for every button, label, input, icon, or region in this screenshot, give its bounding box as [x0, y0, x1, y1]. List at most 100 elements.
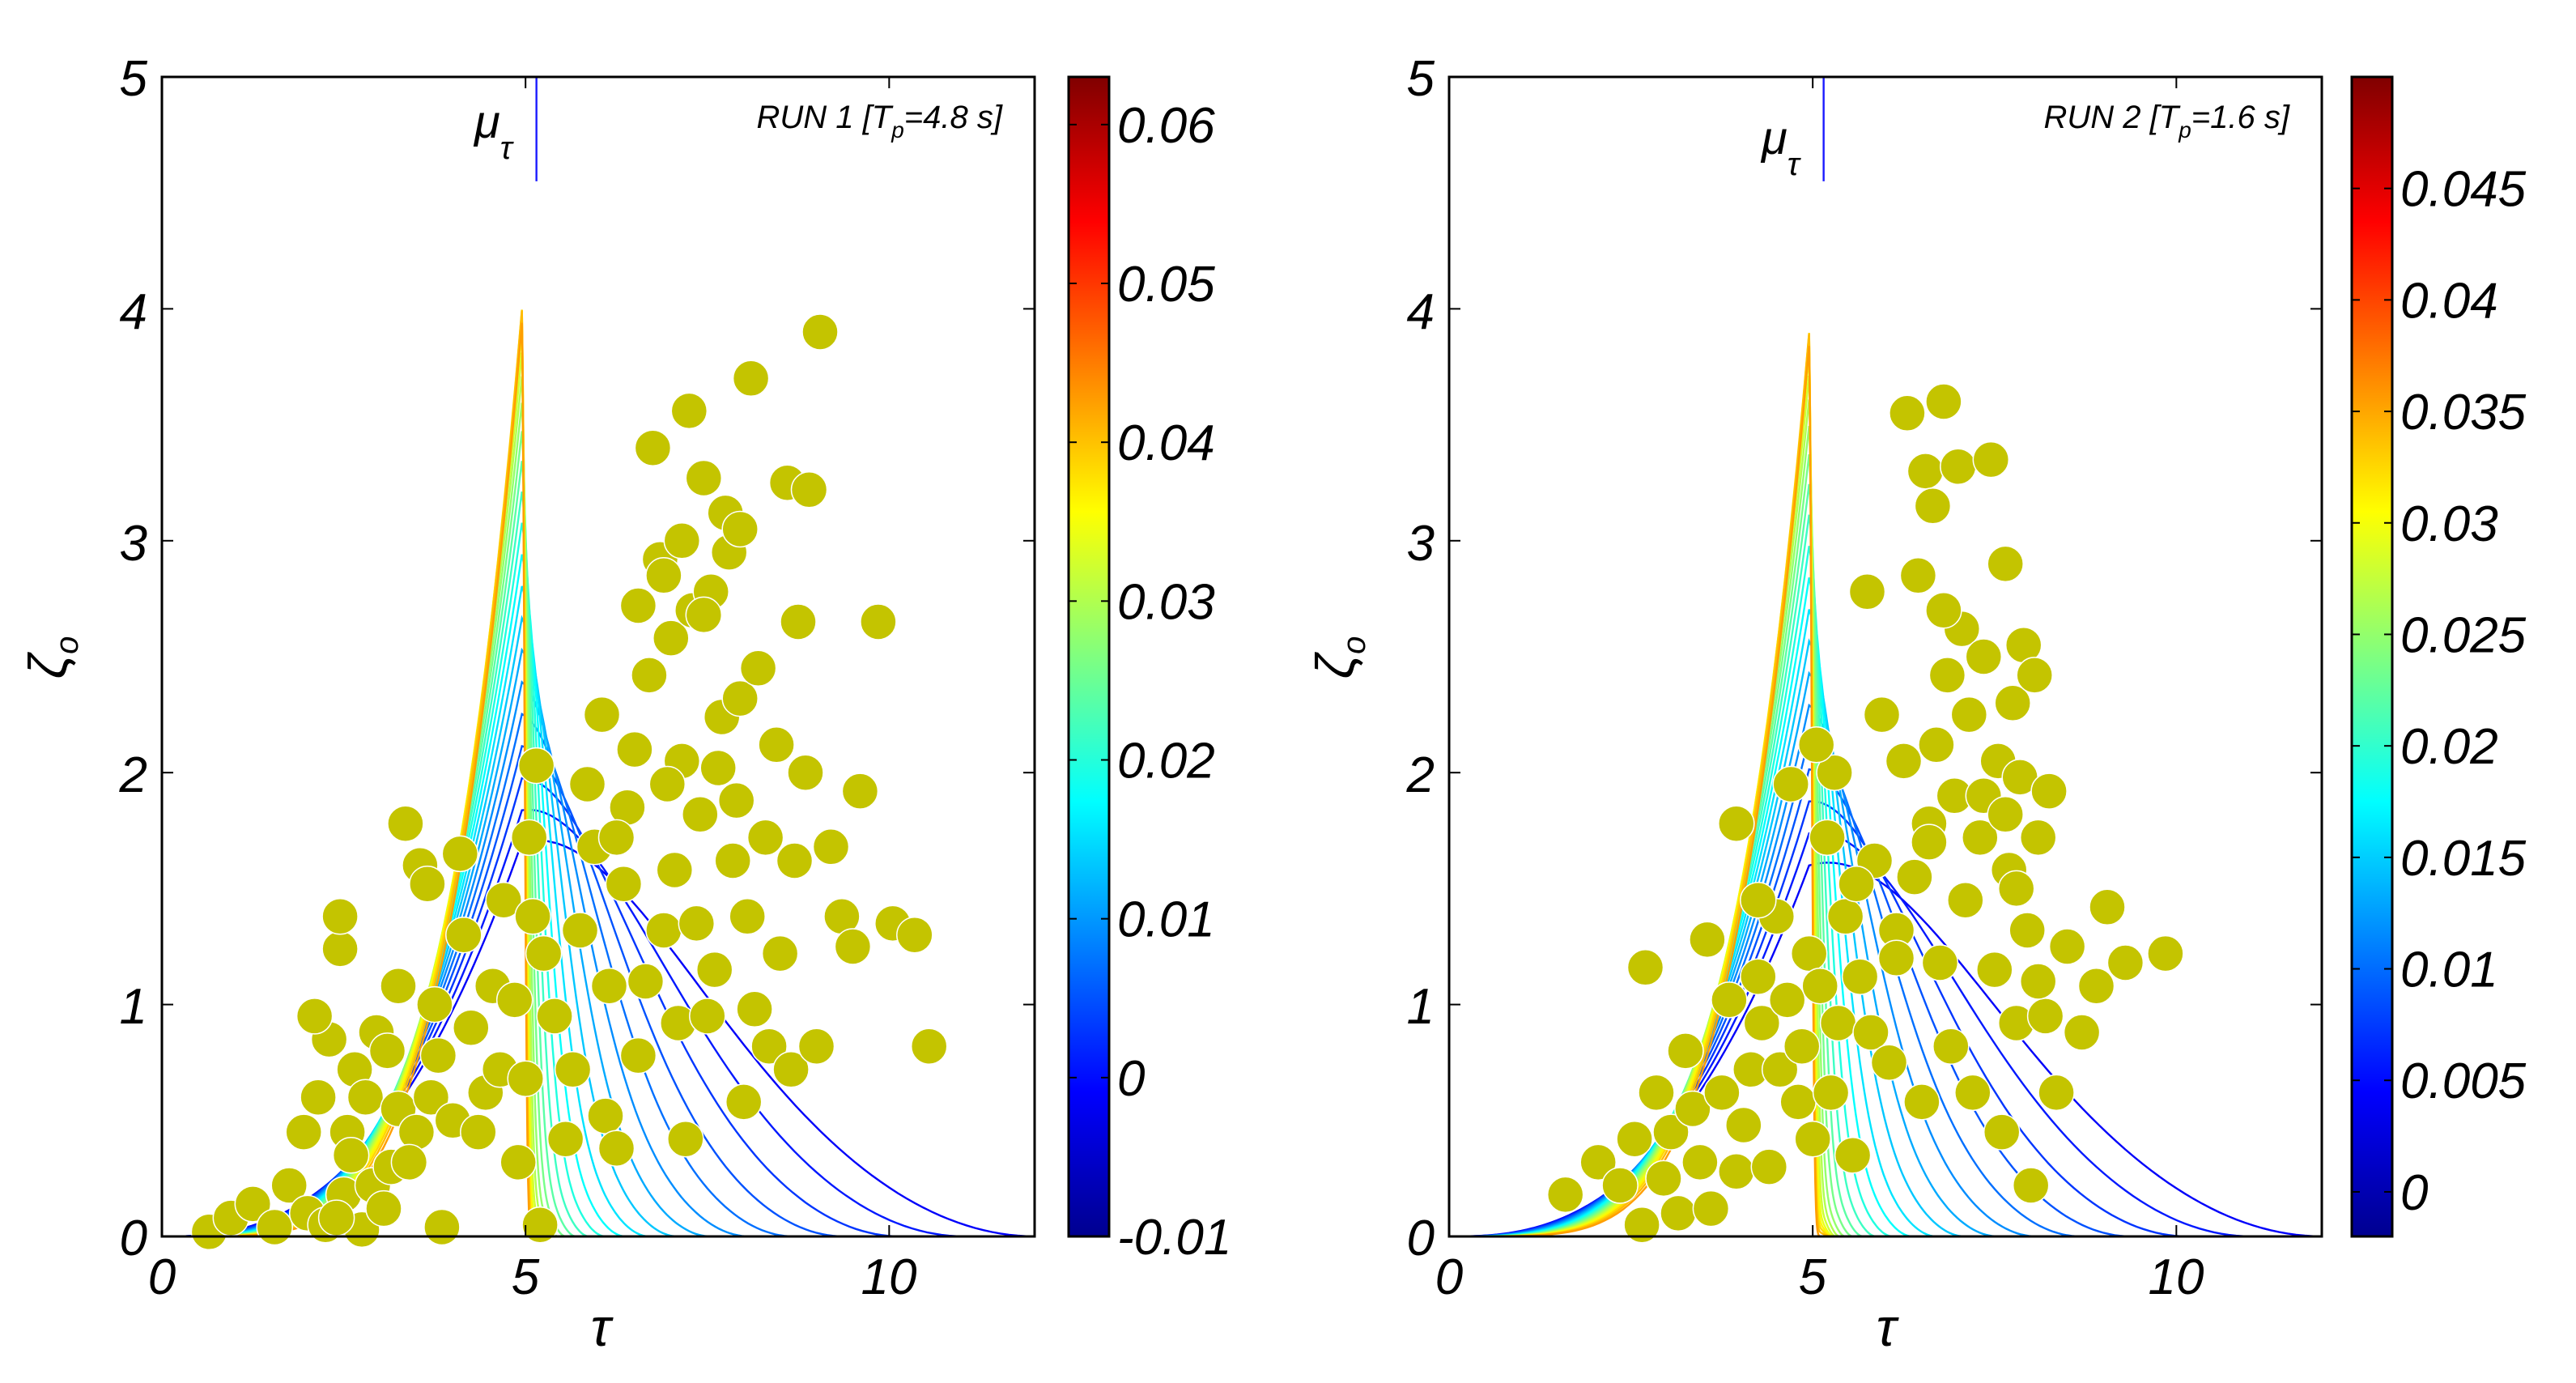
run-bracket: [: [2141, 100, 2162, 135]
colorbar-tick-label: 0.02: [1117, 734, 1215, 789]
data-point: [1616, 1120, 1653, 1158]
data-point: [1718, 805, 1755, 842]
data-point: [510, 819, 548, 857]
data-point: [1740, 881, 1777, 919]
data-point: [689, 998, 726, 1035]
data-point: [416, 985, 453, 1023]
data-point: [2048, 928, 2086, 965]
data-point: [1987, 545, 2024, 583]
data-point: [597, 1130, 635, 1167]
data-point: [1812, 1074, 1850, 1112]
data-point: [656, 851, 694, 889]
colorbar-tick-label: 0.02: [2400, 719, 2498, 775]
data-point: [772, 1051, 810, 1088]
data-point: [2038, 1074, 2075, 1112]
data-point: [780, 603, 817, 640]
data-point: [2030, 772, 2068, 810]
data-point: [1711, 981, 1748, 1019]
data-point: [739, 649, 777, 687]
colorbar-tick-label: 0.04: [1117, 415, 1215, 471]
data-point: [761, 934, 799, 972]
data-point: [1740, 958, 1777, 995]
mu-symbol: μ: [1760, 112, 1787, 164]
data-point: [653, 619, 690, 657]
data-point: [645, 912, 682, 949]
data-point: [1918, 726, 1955, 764]
data-point: [645, 557, 682, 594]
data-point: [717, 781, 755, 819]
data-point: [2106, 944, 2145, 981]
plot-frame: [1447, 75, 2323, 1238]
data-point: [896, 916, 933, 954]
run-period-value: =4.8 s]: [904, 100, 1003, 135]
colorbar-tick-label: 0.035: [2400, 385, 2527, 440]
mu-subscript: τ: [1787, 147, 1802, 182]
data-point: [2063, 1014, 2101, 1051]
data-point: [1848, 573, 1886, 611]
data-point: [619, 1036, 657, 1074]
data-point: [2016, 657, 2053, 694]
data-point: [1660, 1194, 1697, 1232]
data-point: [1772, 765, 1809, 803]
data-point: [525, 934, 563, 972]
data-point: [1834, 1137, 1872, 1174]
data-point: [1962, 819, 1999, 857]
y-axis-subscript: o: [1337, 636, 1372, 654]
data-point: [485, 881, 522, 919]
run-period-subscript: p: [891, 117, 904, 143]
y-tick-label: 4: [120, 284, 147, 340]
data-point: [1689, 921, 1726, 959]
data-point: [554, 1051, 592, 1088]
data-point: [1667, 1032, 1704, 1070]
data-point: [841, 772, 879, 810]
axis-ticks: [161, 76, 1035, 1237]
contour-line: [1449, 375, 1836, 1238]
data-point: [750, 1028, 788, 1065]
data-point: [1947, 881, 1984, 919]
run-period-subscript: p: [2178, 117, 2191, 143]
data-point: [365, 1189, 402, 1228]
data-point: [631, 657, 668, 694]
data-point: [1809, 819, 1846, 857]
data-point: [346, 1079, 385, 1116]
run-name: RUN 2: [2044, 100, 2141, 135]
data-point: [1546, 1176, 1584, 1214]
mu-symbol: μ: [473, 96, 500, 148]
data-point: [583, 696, 621, 734]
scatter-layer: [190, 313, 948, 1251]
data-point: [682, 796, 719, 833]
data-point: [1652, 1113, 1690, 1151]
data-point: [380, 967, 417, 1005]
data-point: [1921, 944, 1959, 981]
y-axis-symbol: ζ: [1305, 651, 1365, 679]
y-tick-label: 3: [120, 516, 147, 572]
y-axis-label: ζo: [1305, 636, 1372, 679]
mu-tau-label: μτ: [473, 96, 515, 166]
data-point: [634, 429, 672, 466]
data-point: [685, 596, 723, 634]
data-point: [2026, 998, 2064, 1035]
colorbar-tick-label: -0.01: [1117, 1210, 1231, 1266]
data-point: [597, 819, 635, 857]
run-period-symbol: T: [2159, 100, 2181, 135]
x-axis-label: τ: [591, 1297, 614, 1357]
y-tick-label: 2: [1406, 747, 1435, 803]
colorbar-tick-label: 0.005: [2400, 1053, 2527, 1109]
data-point: [721, 679, 759, 717]
data-point: [1841, 958, 1879, 995]
data-point: [2012, 1167, 2050, 1204]
y-tick-label: 5: [1407, 51, 1435, 107]
data-point: [1790, 934, 1828, 972]
y-tick-label: 5: [120, 51, 148, 107]
data-point: [616, 730, 653, 768]
data-point: [1826, 898, 1864, 935]
data-point: [1925, 591, 1962, 629]
data-point: [834, 928, 872, 965]
colorbar-tick-label: 0.04: [2400, 273, 2498, 329]
data-point: [860, 603, 897, 640]
data-point: [725, 1083, 763, 1121]
panel-run-2: 0 1 2 3 4 5 0 5 10 τ ζo μτ RUN 2 [Tp=1.6…: [1305, 51, 2527, 1357]
data-point: [1779, 1083, 1817, 1121]
y-axis-subscript: o: [49, 636, 85, 654]
data-point: [1987, 796, 2024, 833]
